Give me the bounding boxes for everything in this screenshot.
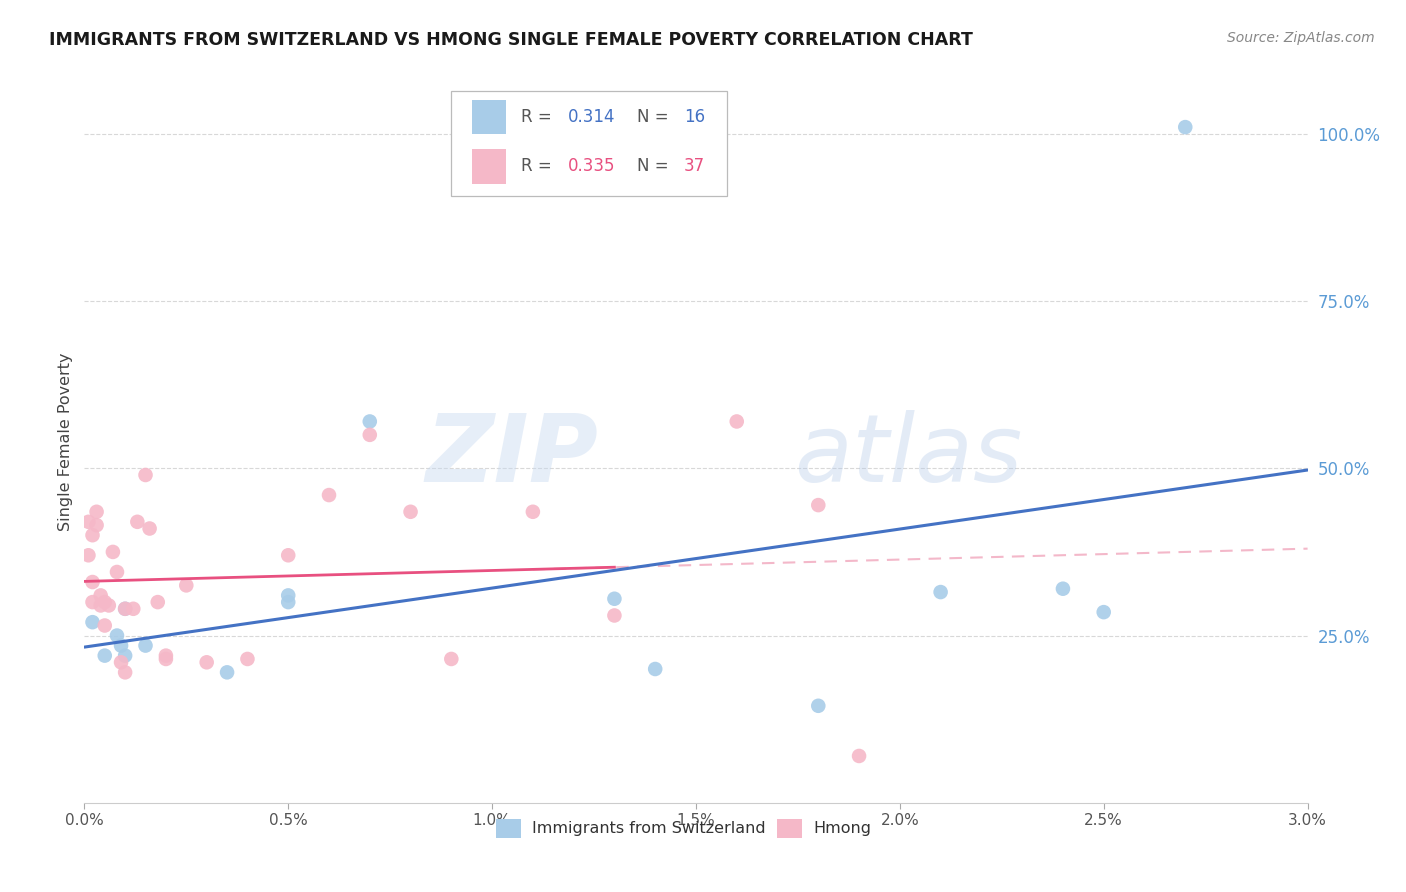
Point — [93, 595, 117, 609]
Point — [135, 639, 157, 653]
Point — [114, 648, 136, 663]
Point — [146, 595, 169, 609]
Text: R =: R = — [522, 157, 557, 175]
Point — [359, 414, 381, 429]
Point — [725, 414, 748, 429]
Point — [176, 578, 198, 592]
Point — [93, 648, 117, 663]
Text: Hmong: Hmong — [813, 822, 872, 836]
Point — [82, 595, 104, 609]
Point — [114, 602, 136, 616]
Text: R =: R = — [522, 108, 557, 126]
Point — [86, 505, 108, 519]
Point — [318, 488, 340, 502]
Point — [603, 608, 626, 623]
Point — [77, 515, 100, 529]
Point — [82, 528, 104, 542]
Point — [127, 515, 149, 529]
Text: 37: 37 — [683, 157, 704, 175]
Point — [848, 749, 870, 764]
Point — [277, 595, 299, 609]
Point — [114, 665, 136, 680]
Point — [277, 548, 299, 563]
Text: atlas: atlas — [794, 410, 1022, 501]
Point — [603, 591, 626, 606]
Point — [110, 655, 132, 669]
Point — [277, 589, 299, 603]
Point — [399, 505, 422, 519]
Point — [105, 565, 128, 579]
Point — [90, 599, 112, 613]
Bar — [472, 149, 506, 184]
Text: 0.314: 0.314 — [568, 108, 614, 126]
Text: N =: N = — [637, 157, 673, 175]
Text: N =: N = — [637, 108, 673, 126]
Point — [110, 639, 132, 653]
Text: IMMIGRANTS FROM SWITZERLAND VS HMONG SINGLE FEMALE POVERTY CORRELATION CHART: IMMIGRANTS FROM SWITZERLAND VS HMONG SIN… — [49, 31, 973, 49]
Point — [929, 585, 952, 599]
Point — [93, 618, 117, 632]
Point — [807, 698, 830, 713]
Point — [440, 652, 463, 666]
Point — [155, 652, 177, 666]
Point — [82, 575, 104, 590]
Point — [138, 521, 160, 535]
Point — [97, 599, 120, 613]
Point — [101, 545, 124, 559]
Point — [1052, 582, 1074, 596]
Bar — [472, 100, 506, 135]
Text: ZIP: ZIP — [425, 410, 598, 502]
Point — [122, 602, 145, 616]
Text: 0.335: 0.335 — [568, 157, 614, 175]
Point — [644, 662, 666, 676]
Point — [522, 505, 544, 519]
Point — [82, 615, 104, 630]
Point — [86, 518, 108, 533]
Point — [236, 652, 259, 666]
Point — [114, 602, 136, 616]
Point — [1174, 120, 1197, 135]
Point — [807, 498, 830, 512]
Y-axis label: Single Female Poverty: Single Female Poverty — [58, 352, 73, 531]
Text: Source: ZipAtlas.com: Source: ZipAtlas.com — [1227, 31, 1375, 45]
Point — [90, 589, 112, 603]
Point — [105, 628, 128, 642]
Text: Immigrants from Switzerland: Immigrants from Switzerland — [531, 822, 766, 836]
Point — [195, 655, 218, 669]
Point — [217, 665, 239, 680]
Point — [1092, 605, 1115, 619]
FancyBboxPatch shape — [451, 91, 727, 196]
Point — [359, 427, 381, 442]
Text: 16: 16 — [683, 108, 704, 126]
Point — [135, 467, 157, 482]
Point — [77, 548, 100, 563]
Point — [155, 648, 177, 663]
